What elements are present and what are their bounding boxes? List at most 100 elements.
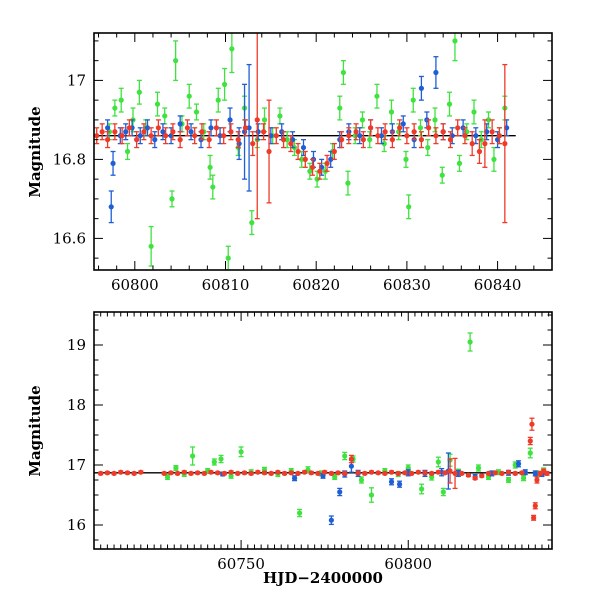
bottom-tick-marks <box>93 312 552 549</box>
bottom-data-point-1-3 <box>328 517 334 523</box>
bottom-data-point-2-40 <box>382 470 388 476</box>
bottom-data-point-2-13 <box>201 470 207 476</box>
top-data-point-2-32 <box>317 168 323 174</box>
top-data-point-0-26 <box>261 117 268 123</box>
bottom-data-point-2-60 <box>512 470 518 476</box>
top-data-point-0-37 <box>340 69 347 76</box>
bottom-data-point-2-50 <box>447 468 453 474</box>
bottom-data-point-0-6 <box>218 456 224 462</box>
bottom-data-point-2-5 <box>131 470 137 476</box>
top-data-point-2-48 <box>433 133 439 139</box>
top-data-point-2-25 <box>266 148 272 155</box>
top-data-point-0-9 <box>162 113 168 119</box>
bottom-data-point-2-16 <box>221 470 227 476</box>
top-data-point-2-22 <box>250 141 256 147</box>
bottom-x-axis-title: HJD−2400000 <box>263 569 383 587</box>
top-data-point-0-10 <box>169 196 175 202</box>
top-data-point-0-40 <box>359 117 366 123</box>
top-data-point-0-11 <box>173 58 179 64</box>
bottom-data-point-0-0 <box>164 474 171 480</box>
top-data-point-2-17 <box>213 125 220 131</box>
top-data-point-2-8 <box>148 133 154 139</box>
top-data-point-0-41 <box>367 137 373 143</box>
top-data-point-2-13 <box>184 125 191 131</box>
bottom-data-point-0-19 <box>358 477 365 483</box>
bottom-data-point-0-27 <box>440 489 446 495</box>
top-data-point-2-35 <box>338 137 345 143</box>
bottom-data-point-2-34 <box>342 470 348 476</box>
bottom-data-point-2-51 <box>452 470 458 476</box>
bottom-data-point-2-21 <box>255 469 261 475</box>
bottom-data-point-2-31 <box>322 469 328 475</box>
top-data-point-2-29 <box>295 148 301 155</box>
bottom-data-point-2-0 <box>98 470 104 476</box>
top-y-axis-title: Magnitude <box>26 106 44 197</box>
bottom-data-point-2-36 <box>355 470 361 476</box>
top-data-point-1-7 <box>144 125 151 131</box>
top-data-point-1-6 <box>137 133 143 139</box>
top-data-point-0-29 <box>284 137 290 143</box>
bottom-data-marks <box>94 332 552 526</box>
bottom-data-point-1-4 <box>337 489 343 495</box>
bottom-data-point-2-4 <box>124 470 131 476</box>
top-data-point-0-20 <box>225 255 231 261</box>
bottom-data-point-2-37 <box>362 470 368 476</box>
top-data-point-1-0 <box>105 125 111 131</box>
top-data-point-1-4 <box>123 129 129 135</box>
top-data-point-2-43 <box>397 125 403 131</box>
top-x-tick-label: 60800 <box>111 276 159 294</box>
bottom-x-tick-label: 60800 <box>384 555 432 573</box>
top-y-tick-label: 16.8 <box>53 150 86 168</box>
bottom-data-point-2-47 <box>429 470 435 476</box>
bottom-data-point-2-29 <box>308 470 314 476</box>
top-x-tick-label: 60810 <box>202 276 250 294</box>
top-data-point-0-2 <box>118 97 124 103</box>
top-data-point-1-14 <box>208 125 214 131</box>
top-data-point-1-19 <box>246 125 252 131</box>
top-data-point-2-11 <box>170 129 176 135</box>
bottom-data-point-0-36 <box>520 475 527 481</box>
top-data-point-0-5 <box>136 89 142 95</box>
bottom-y-tick-label: 19 <box>67 336 86 354</box>
bottom-tick-labels: 60750 60800 16 17 18 19 <box>67 336 432 573</box>
bottom-data-point-1-8 <box>388 479 395 485</box>
top-data-point-1-36 <box>418 85 425 91</box>
top-data-point-2-26 <box>273 133 279 139</box>
bottom-data-point-2-19 <box>241 470 248 476</box>
top-data-point-2-27 <box>280 137 287 143</box>
top-data-point-2-49 <box>440 129 446 135</box>
top-data-point-2-40 <box>375 133 381 139</box>
top-data-point-0-3 <box>124 148 131 155</box>
bottom-data-point-2-32 <box>328 470 334 476</box>
top-data-point-1-38 <box>433 69 439 76</box>
bottom-data-point-2-1 <box>104 470 110 476</box>
bottom-data-point-2-24 <box>275 469 281 475</box>
top-data-point-2-50 <box>447 137 454 143</box>
top-data-point-0-46 <box>403 156 409 162</box>
bottom-data-point-2-38 <box>368 469 375 475</box>
bottom-data-point-2-48 <box>435 469 441 475</box>
bottom-data-point-0-20 <box>368 492 375 498</box>
bottom-data-point-2-61 <box>519 470 525 476</box>
top-data-point-1-2 <box>110 160 116 166</box>
bottom-data-point-2-11 <box>188 470 194 476</box>
top-data-point-0-24 <box>249 220 255 226</box>
bottom-data-point-2-63 <box>529 421 535 427</box>
top-data-point-1-9 <box>160 129 166 135</box>
top-data-point-1-11 <box>177 121 183 127</box>
bottom-data-point-0-1 <box>173 465 179 471</box>
top-data-point-2-28 <box>288 141 294 147</box>
bottom-data-point-0-24 <box>419 486 425 492</box>
top-x-tick-label: 60830 <box>383 276 431 294</box>
bottom-data-point-0-37 <box>527 450 533 456</box>
top-data-point-2-4 <box>119 133 125 139</box>
bottom-data-point-2-27 <box>295 470 301 476</box>
top-data-point-1-42 <box>473 133 479 139</box>
top-data-point-2-10 <box>163 133 169 139</box>
top-data-point-0-44 <box>388 109 395 115</box>
top-data-point-0-8 <box>154 101 161 107</box>
bottom-data-point-2-6 <box>138 469 144 475</box>
top-data-point-2-34 <box>331 148 337 155</box>
bottom-data-point-2-56 <box>485 470 492 476</box>
